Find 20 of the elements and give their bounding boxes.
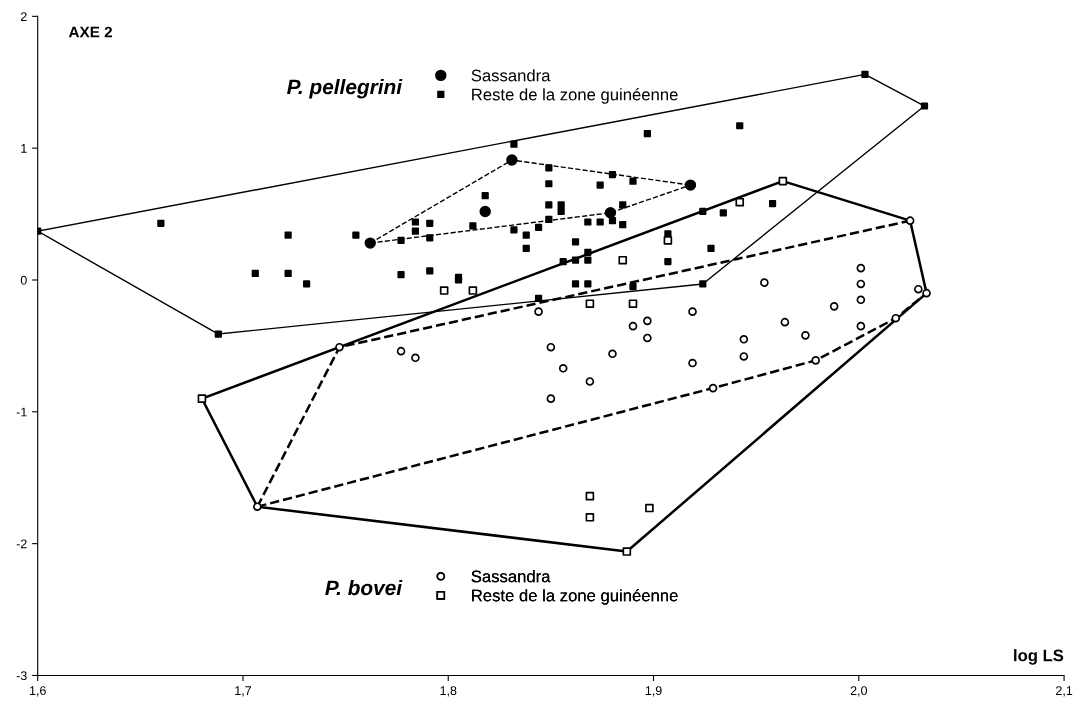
y-tick-label: 1 (21, 144, 27, 153)
legend-label: Sassandra (471, 69, 551, 82)
x-tick-label: 1,8 (440, 686, 457, 697)
annotation: P. pellegrini (287, 78, 403, 99)
x-tick-label: 1,7 (235, 686, 252, 697)
annotation: P. bovei (325, 579, 403, 596)
x-tick-label: 2,0 (850, 686, 867, 697)
x-tick-label: 1,6 (29, 686, 46, 697)
y-tick-label: -1 (16, 407, 27, 417)
legend-label: Sassandra (471, 570, 551, 583)
y-tick-label: -3 (16, 671, 27, 681)
y-tick-label: -2 (16, 539, 27, 549)
y-tick-label: 2 (20, 12, 27, 21)
y-axis-title: AXE 2 (68, 26, 113, 38)
x-tick-label: 2,1 (1056, 686, 1073, 697)
x-axis-title: log LS (1014, 649, 1064, 665)
x-tick-label: 1,9 (645, 686, 662, 697)
legend-label: Reste de la zone guinéenne (472, 588, 678, 605)
legend-label: Reste de la zone guinéenne (472, 88, 678, 104)
y-tick-label: 0 (20, 275, 27, 285)
